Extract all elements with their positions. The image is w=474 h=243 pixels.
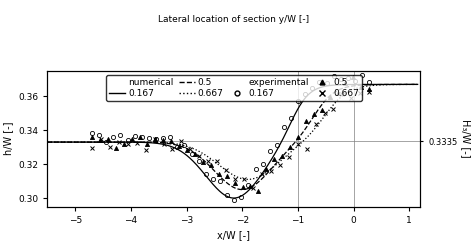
Legend: numerical, 0.167, 0.5, 0.667, experimental, 0.167, 0.5, 0.667: numerical, 0.167, 0.5, 0.667, experiment… [106, 75, 362, 101]
Y-axis label: h/W [-]: h/W [-] [3, 122, 13, 156]
X-axis label: x/W [-]: x/W [-] [218, 230, 250, 240]
Y-axis label: H₃/W [-]: H₃/W [-] [461, 119, 471, 158]
Text: Lateral location of section y/W [-]: Lateral location of section y/W [-] [158, 15, 310, 24]
